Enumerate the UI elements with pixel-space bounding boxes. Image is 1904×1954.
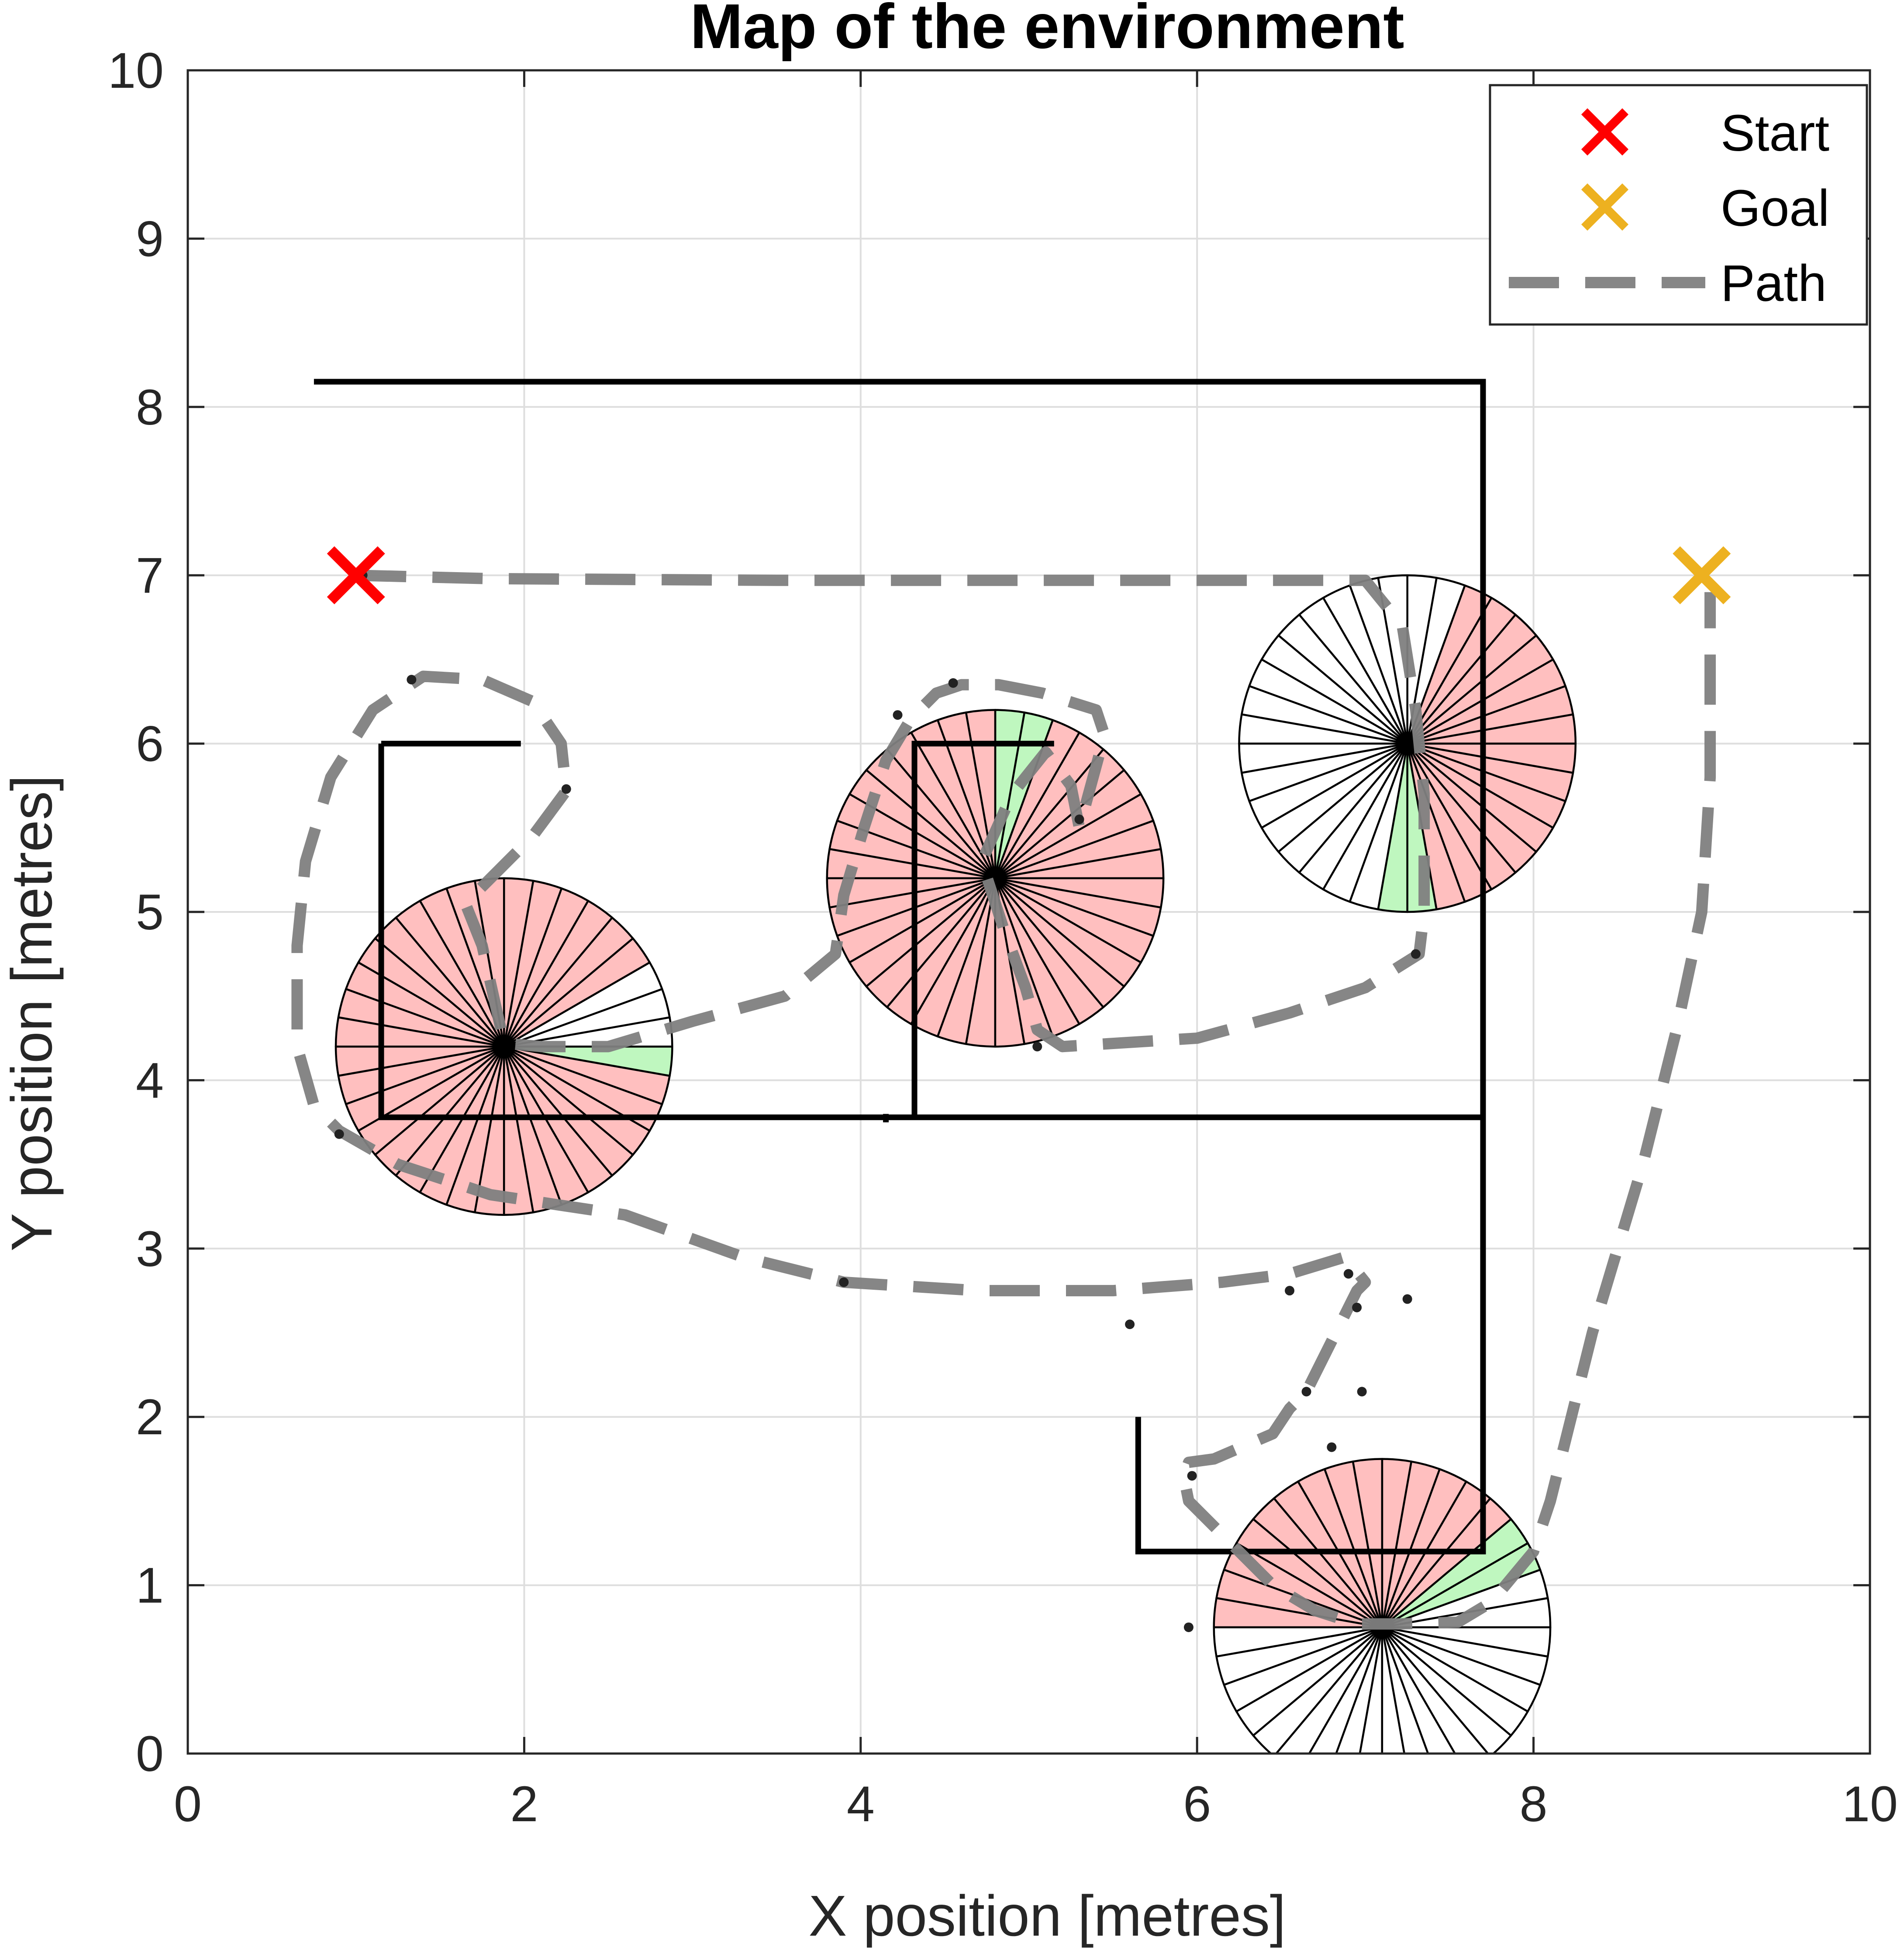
legend-label-goal: Goal	[1721, 180, 1829, 237]
y-tick-label-2: 2	[136, 1389, 164, 1445]
x-tick-label-4: 8	[1520, 1776, 1548, 1832]
y-tick-label-0: 0	[136, 1726, 164, 1782]
path-dot-17	[1327, 1442, 1337, 1452]
sensor-3-sector-25	[1335, 1626, 1383, 1754]
wall-1	[378, 743, 1483, 1120]
sensor-fan-1	[826, 709, 1165, 1048]
x-tick-label-1: 2	[510, 1776, 538, 1832]
y-tick-label-4: 4	[136, 1053, 164, 1108]
start-goal-markers	[327, 546, 1731, 604]
x-tick-label-2: 4	[847, 1776, 875, 1832]
y-tick-label-3: 3	[136, 1221, 164, 1277]
start-marker	[327, 546, 385, 604]
sensor-2-center	[1401, 738, 1413, 749]
start-marker-stroke-b	[327, 546, 385, 604]
chart-title: Map of the environment	[690, 0, 1404, 62]
sensor-3-sector-28	[1381, 1626, 1429, 1754]
sensor-3-sector-26	[1359, 1626, 1383, 1754]
path-dot-7	[1032, 1042, 1042, 1052]
path-dot-3	[893, 710, 903, 720]
y-tick-label-10: 10	[108, 43, 164, 99]
y-tick-label-7: 7	[136, 548, 164, 604]
tick-labels: 0 2 4 6 8 10 0 1 2 3 4 5 6 7 8 9 10	[108, 43, 1898, 1832]
sensor-fan-3	[1213, 1458, 1552, 1754]
path-dot-18	[1187, 1471, 1197, 1481]
sensor-fan-0	[335, 877, 673, 1216]
path-dot-15	[1301, 1387, 1311, 1397]
robot-path	[291, 570, 1716, 1632]
legend: Start Goal Path	[1489, 84, 1868, 326]
path-dot-14	[1402, 1294, 1412, 1304]
sensor-fans	[335, 574, 1577, 1754]
y-axis-label: Y position [metres]	[0, 775, 64, 1252]
sensor-2-sector-35	[1406, 742, 1577, 774]
path-dot-5	[1074, 815, 1084, 825]
sensor-3-sector-35	[1381, 1626, 1552, 1658]
grid-lines	[187, 69, 1871, 1754]
path-dot-4	[948, 678, 958, 688]
wall-0	[314, 379, 1486, 1555]
sensor-1-sector-35	[994, 877, 1165, 909]
path-dot-1	[407, 675, 417, 685]
legend-start-marker-icon	[1581, 108, 1629, 156]
sensor-0-center	[498, 1041, 510, 1053]
wall-3	[911, 741, 1054, 1118]
x-tick-label-3: 6	[1183, 1776, 1211, 1832]
sensor-fan-2	[1238, 574, 1577, 913]
sensor-0-sector-35	[503, 1046, 673, 1077]
path-dot-12	[1343, 1269, 1353, 1279]
x-tick-label-5: 10	[1842, 1776, 1898, 1832]
x-tick-label-0: 0	[174, 1776, 202, 1832]
axes	[186, 69, 1871, 1755]
legend-label-path: Path	[1721, 255, 1827, 312]
path-line	[291, 570, 1716, 1630]
path-dot-10	[1125, 1319, 1135, 1329]
goal-marker-stroke-b	[1673, 546, 1731, 604]
x-axis-label: X position [metres]	[808, 1884, 1286, 1948]
path-dot-6	[1411, 949, 1421, 959]
legend-goal-marker-icon	[1581, 183, 1629, 231]
path-dot-9	[839, 1277, 849, 1287]
sensor-3-sector-22	[1252, 1626, 1383, 1754]
goal-marker	[1673, 546, 1731, 604]
sensor-3-sector-24	[1308, 1626, 1383, 1754]
y-tick-label-9: 9	[136, 211, 164, 267]
path-dot-11	[1285, 1286, 1295, 1296]
walls	[314, 379, 1486, 1555]
path-dot-16	[1357, 1387, 1367, 1397]
path-dot-8	[334, 1129, 344, 1139]
path-dot-19	[1183, 1622, 1193, 1632]
legend-label-start: Start	[1721, 104, 1829, 162]
y-tick-label-1: 1	[136, 1558, 164, 1614]
path-dot-13	[1352, 1302, 1362, 1312]
y-tick-label-8: 8	[136, 380, 164, 435]
y-tick-label-5: 5	[136, 884, 164, 940]
y-tick-label-6: 6	[136, 716, 164, 772]
path-dot-2	[561, 784, 571, 794]
